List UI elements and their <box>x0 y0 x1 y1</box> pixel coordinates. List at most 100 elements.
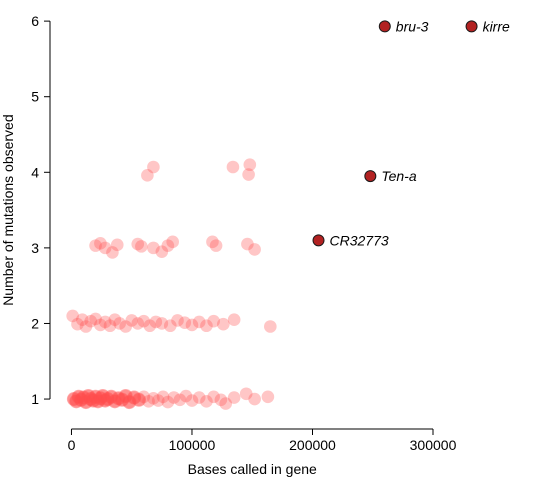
data-point <box>103 319 117 333</box>
data-point <box>261 390 275 404</box>
data-point <box>69 395 83 408</box>
data-point <box>72 390 85 404</box>
data-point-density <box>88 389 103 404</box>
y-tick-label: 1 <box>31 391 39 407</box>
data-point <box>108 395 122 408</box>
data-point <box>179 389 193 403</box>
data-point <box>84 314 98 328</box>
data-point <box>66 309 79 323</box>
data-point-density <box>107 394 122 409</box>
data-point <box>227 391 241 404</box>
data-point <box>219 397 233 410</box>
gene-label: Ten-a <box>381 168 417 184</box>
y-tick-label: 6 <box>31 13 39 29</box>
data-point <box>89 312 102 326</box>
data-point <box>125 314 139 327</box>
data-point <box>113 317 126 330</box>
data-point <box>143 319 157 333</box>
data-point-density <box>104 389 119 404</box>
data-point <box>119 320 132 333</box>
background-points <box>66 158 277 410</box>
data-point-density <box>74 392 89 407</box>
data-point <box>142 395 155 408</box>
x-axis-title: Bases called in gene <box>188 461 317 477</box>
data-point <box>147 160 160 174</box>
data-point <box>115 393 129 407</box>
data-point <box>74 393 88 407</box>
data-point <box>209 239 223 252</box>
data-point <box>79 395 93 409</box>
data-point <box>89 239 102 252</box>
data-point <box>200 319 213 333</box>
data-point <box>156 390 170 404</box>
data-point-density <box>95 389 110 404</box>
x-tick-label: 200000 <box>289 437 336 453</box>
data-point <box>173 393 187 407</box>
data-point <box>89 390 102 404</box>
x-tick-label: 300000 <box>410 437 457 453</box>
data-point <box>98 394 112 407</box>
data-point <box>178 316 192 330</box>
data-point <box>94 237 107 250</box>
data-point <box>200 395 213 408</box>
data-point-density <box>131 392 146 407</box>
data-point-density <box>127 390 142 405</box>
gene-label: kirre <box>483 18 510 34</box>
data-point <box>161 395 175 409</box>
data-point <box>243 158 257 172</box>
y-tick-label: 4 <box>31 164 39 180</box>
data-point-density <box>83 392 98 407</box>
gene-label: bru-3 <box>396 18 429 34</box>
data-point <box>147 392 160 405</box>
data-point <box>86 394 100 407</box>
data-point <box>131 317 145 330</box>
highlighted-point <box>378 20 391 33</box>
data-point <box>171 314 184 327</box>
highlighted-point <box>465 20 478 33</box>
data-point <box>137 390 151 404</box>
data-point-density <box>98 393 113 408</box>
data-point <box>206 235 219 249</box>
data-point-density <box>81 389 96 404</box>
data-point <box>67 392 81 406</box>
data-point <box>166 235 179 249</box>
data-point-density <box>76 390 91 405</box>
data-point <box>91 395 105 408</box>
data-point-density <box>86 393 101 408</box>
data-point <box>192 315 206 329</box>
y-tick-label: 5 <box>31 89 39 105</box>
data-point <box>226 160 240 174</box>
data-point <box>264 320 277 333</box>
data-point <box>151 394 165 407</box>
x-tick-label: 100000 <box>169 437 216 453</box>
data-point-density <box>90 394 105 409</box>
data-point <box>248 392 261 406</box>
data-point <box>135 240 148 253</box>
data-point <box>79 320 93 333</box>
data-point <box>77 391 90 404</box>
data-point-density <box>71 389 86 404</box>
data-point <box>248 243 261 256</box>
data-point <box>185 318 199 332</box>
data-point-density <box>118 389 133 404</box>
highlighted-point <box>364 170 377 183</box>
data-point <box>71 317 84 331</box>
data-point <box>207 314 220 328</box>
y-tick-label: 2 <box>31 315 39 331</box>
data-point <box>155 245 169 258</box>
data-point <box>185 394 199 407</box>
data-point <box>106 246 119 259</box>
data-point <box>131 237 145 251</box>
data-point <box>127 391 141 404</box>
data-point-density <box>111 391 126 406</box>
x-tick-label: 0 <box>68 437 76 453</box>
data-point <box>141 169 154 182</box>
data-point <box>98 315 112 329</box>
data-point <box>242 168 255 181</box>
data-point <box>227 313 241 326</box>
data-point <box>214 393 228 407</box>
data-point-density <box>66 392 81 407</box>
data-point-density <box>93 391 108 406</box>
gene-label: CR32773 <box>330 232 389 248</box>
